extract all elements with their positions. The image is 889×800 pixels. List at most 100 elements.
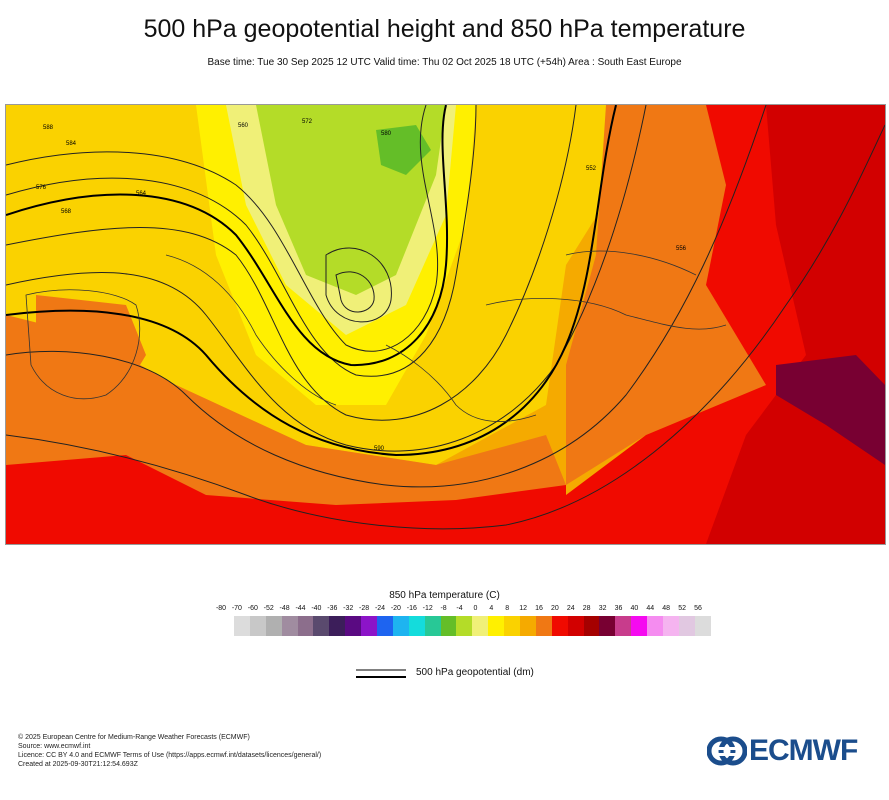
- legend-color-swatch: [551, 616, 568, 636]
- contour-label: 560: [238, 123, 249, 129]
- legend-tick-label: 16: [535, 605, 543, 612]
- footer-line: Created at 2025-09-30T21:12:54.693Z: [18, 761, 138, 768]
- legend-color-swatch: [345, 616, 362, 636]
- legend-color-swatch: [567, 616, 584, 636]
- temperature-legend-colorbar: [234, 616, 711, 636]
- contour-label: 580: [381, 131, 392, 137]
- contour-label: 590: [374, 446, 385, 452]
- ecmwf-logo-icon: [706, 736, 748, 766]
- contour-label: 556: [676, 246, 687, 252]
- geopotential-legend-label: 500 hPa geopotential (dm): [416, 667, 534, 678]
- footer-line: Licence: CC BY 4.0 and ECMWF Terms of Us…: [18, 752, 322, 759]
- coastline: [485, 298, 727, 330]
- legend-tick-label: -70: [231, 605, 242, 612]
- legend-color-swatch: [424, 616, 441, 636]
- ecmwf-logo: ECMWF: [706, 734, 873, 768]
- legend-color-swatch: [631, 616, 648, 636]
- legend-color-swatch: [361, 616, 378, 636]
- map-canvas: 588 584 576 568 564 560 572 580 552 556 …: [6, 105, 885, 544]
- geopotential-contour: [6, 105, 647, 452]
- legend-tick-label: -16: [406, 605, 417, 612]
- legend-color-swatch: [440, 616, 457, 636]
- geopotential-contour: [325, 247, 392, 323]
- temp-field-red-south: [6, 455, 566, 544]
- legend-tick-label: -24: [374, 605, 386, 612]
- legend-color-swatch: [297, 616, 314, 636]
- contour-label: 552: [586, 166, 597, 172]
- legend-tick-label: 4: [489, 605, 494, 612]
- forecast-map[interactable]: 588 584 576 568 564 560 572 580 552 556 …: [5, 104, 886, 545]
- legend-tick-label: 32: [598, 605, 607, 612]
- geopotential-contour: [6, 105, 577, 421]
- legend-color-swatch: [234, 616, 250, 636]
- coastline: [25, 289, 141, 400]
- legend-color-swatch: [281, 616, 298, 636]
- legend-color-swatch: [408, 616, 425, 636]
- contour-label: 568: [61, 209, 72, 215]
- legend-tick-label: 36: [614, 605, 623, 612]
- geopotential-contour: [6, 124, 885, 530]
- coastline: [385, 344, 537, 422]
- legend-color-swatch: [647, 616, 664, 636]
- coastline: [565, 250, 697, 276]
- temperature-legend-title: 850 hPa temperature (C): [389, 590, 500, 601]
- legend-tick-label: 12: [519, 605, 527, 612]
- legend-tick-label: -4: [456, 605, 463, 612]
- chart-subtitle: Base time: Tue 30 Sep 2025 12 UTC Valid …: [207, 57, 682, 68]
- legend-color-swatch: [456, 616, 473, 636]
- legend-tick-label: 8: [505, 605, 510, 612]
- legend-color-swatch: [583, 616, 600, 636]
- contour-label: 588: [43, 125, 54, 131]
- legend-tick-label: -60: [247, 605, 258, 612]
- legend-color-swatch: [615, 616, 632, 636]
- legend-tick-label: -20: [390, 605, 401, 612]
- legend-tick-label: -28: [359, 605, 370, 612]
- coastline: [165, 254, 337, 406]
- legend-color-swatch: [392, 616, 409, 636]
- legend-tick-label: 56: [694, 605, 702, 612]
- legend-color-swatch: [265, 616, 282, 636]
- legend-tick-label: -8: [440, 605, 447, 612]
- contour-label: 564: [136, 191, 147, 197]
- temp-field-maroon: [776, 355, 885, 465]
- temp-field-green: [376, 125, 431, 175]
- legend-tick-label: -32: [343, 605, 354, 612]
- legend-color-swatch: [313, 616, 330, 636]
- footer-credits: © 2025 European Centre for Medium-Range …: [18, 733, 321, 769]
- legend-tick-label: -44: [295, 605, 306, 612]
- legend-tick-label: 48: [662, 605, 671, 612]
- legend-color-swatch: [599, 616, 616, 636]
- legend-tick-label: 20: [550, 605, 559, 612]
- legend-color-swatch: [329, 616, 346, 636]
- contour-label: 576: [36, 185, 47, 191]
- legend-tick-label: -52: [263, 605, 274, 612]
- legend-color-swatch: [520, 616, 536, 636]
- legend-color-swatch: [249, 616, 266, 636]
- legend-color-swatch: [377, 616, 393, 636]
- geopotential-contour: [335, 271, 375, 313]
- legend-color-swatch: [678, 616, 695, 636]
- ecmwf-logo-text: ECMWF: [749, 734, 858, 767]
- geopotential-contour: [6, 105, 767, 488]
- legend-tick-label: -36: [327, 605, 338, 612]
- legend-tick-label: -12: [422, 605, 433, 612]
- geopotential-contour: [6, 105, 477, 377]
- legend-tick-label: 40: [630, 605, 639, 612]
- geopotential-contour-thick: [6, 105, 617, 457]
- contour-label: 572: [302, 119, 313, 125]
- legend-tick-label: -40: [311, 605, 322, 612]
- legend-tick-label: 0: [473, 605, 478, 612]
- legend-tick-label: -80: [215, 605, 227, 612]
- legend-tick-label: 28: [582, 605, 591, 612]
- legend-color-swatch: [488, 616, 505, 636]
- legend-color-swatch: [694, 616, 711, 636]
- legend-color-swatch: [535, 616, 552, 636]
- footer-line: Source: www.ecmwf.int: [18, 743, 91, 750]
- legend-tick-label: 44: [646, 605, 655, 612]
- geopotential-contour-thick: [6, 105, 449, 367]
- legend-tick-label: 24: [566, 605, 575, 612]
- geopotential-contour: [6, 105, 439, 352]
- legend-color-swatch: [663, 616, 679, 636]
- temp-field-iberia-orange: [36, 295, 146, 405]
- legend-color-swatch: [472, 616, 489, 636]
